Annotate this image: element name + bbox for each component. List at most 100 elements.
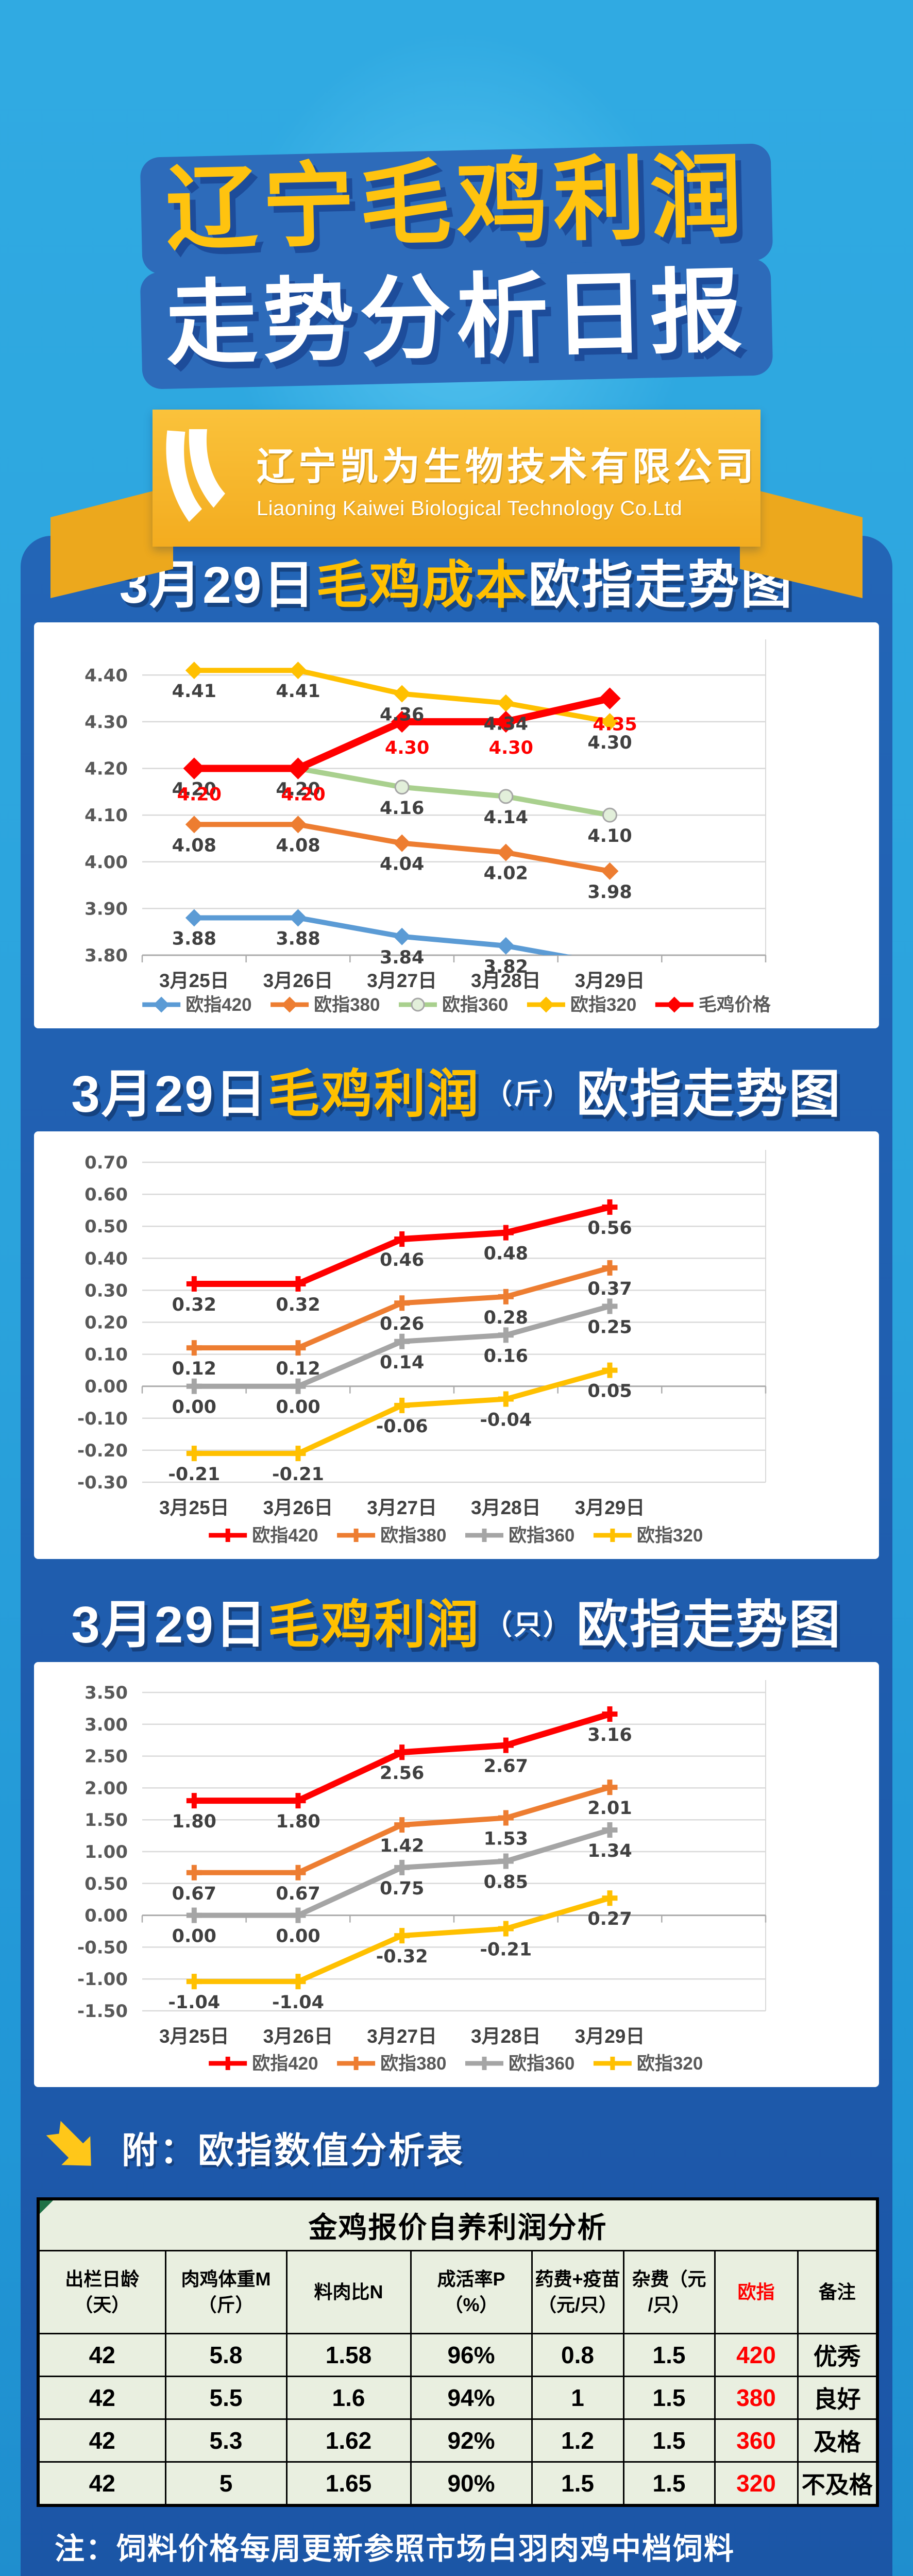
table-header: 药费+疫苗 （元/只） (531, 2250, 624, 2334)
svg-text:2.00: 2.00 (84, 1778, 128, 1799)
svg-text:3.50: 3.50 (84, 1683, 128, 1703)
svg-text:0.16: 0.16 (484, 1346, 528, 1366)
svg-text:3月28日: 3月28日 (471, 970, 541, 991)
svg-text:2.01: 2.01 (587, 1798, 632, 1819)
svg-text:-0.30: -0.30 (77, 1472, 128, 1493)
svg-text:4.30: 4.30 (489, 738, 533, 758)
svg-text:欧指420: 欧指420 (185, 995, 251, 1015)
svg-text:1.80: 1.80 (172, 1811, 216, 1832)
svg-text:4.40: 4.40 (84, 665, 128, 686)
company-name-cn: 辽宁凯为生物技术有限公司 (257, 445, 757, 488)
svg-text:0.27: 0.27 (587, 1909, 632, 1929)
table-cell: 优秀 (797, 2333, 878, 2377)
table-row: 42 5.3 1.62 92% 1.2 1.5 360 及格 (37, 2418, 878, 2463)
svg-text:0.56: 0.56 (587, 1218, 632, 1239)
svg-text:1.00: 1.00 (84, 1842, 128, 1862)
table-row: 42 5.5 1.6 94% 1 1.5 380 良好 (37, 2376, 878, 2420)
svg-text:3月26日: 3月26日 (263, 2026, 333, 2047)
svg-text:4.34: 4.34 (484, 714, 528, 735)
poster-title-line2: 走势分析日报 (140, 258, 773, 390)
svg-text:0.00: 0.00 (84, 1377, 128, 1397)
svg-text:1.50: 1.50 (84, 1810, 128, 1831)
svg-text:0.00: 0.00 (172, 1397, 216, 1418)
svg-text:3.82: 3.82 (484, 957, 528, 977)
heading-part: 3月29日 (71, 1596, 268, 1654)
svg-text:0.46: 0.46 (380, 1250, 424, 1270)
svg-text:0.85: 0.85 (484, 1872, 528, 1893)
svg-text:4.02: 4.02 (484, 863, 528, 884)
svg-text:欧指360: 欧指360 (509, 2054, 574, 2074)
heading-part: （只） (484, 1609, 572, 1640)
table-cell: 42 (37, 2376, 166, 2420)
table-cell: 5.8 (164, 2333, 288, 2377)
svg-text:-0.32: -0.32 (376, 1946, 428, 1967)
table-cell: 420 (714, 2333, 799, 2377)
svg-text:4.08: 4.08 (172, 835, 216, 856)
svg-text:0.70: 0.70 (84, 1153, 128, 1173)
heading-part: 毛鸡利润 (267, 1065, 480, 1123)
table-header: 料肉比N (285, 2250, 412, 2334)
svg-text:1.34: 1.34 (587, 1841, 632, 1861)
svg-text:4.36: 4.36 (380, 705, 424, 725)
svg-text:0.32: 0.32 (172, 1295, 216, 1315)
svg-text:3.98: 3.98 (587, 882, 632, 903)
svg-text:4.20: 4.20 (172, 779, 216, 800)
svg-text:-1.04: -1.04 (168, 1992, 220, 2013)
table-row: 42 5 1.65 90% 1.5 1.5 320 不及格 (37, 2461, 878, 2506)
analysis-table-wrap: 金鸡报价自养利润分析 出栏日龄 （天） 肉鸡体重M （斤） 料肉比N 成活率P （%）药… (37, 2197, 879, 2507)
svg-text:0.50: 0.50 (84, 1216, 128, 1237)
svg-text:0.00: 0.00 (84, 1906, 128, 1926)
table-cell: 5.3 (164, 2418, 288, 2463)
chart1-card: 4.40 4.30 4.20 4.10 4.00 3.90 3.80 3月25日 3月26日 3月… (34, 622, 879, 1028)
svg-text:3.88: 3.88 (172, 929, 216, 950)
svg-text:欧指420: 欧指420 (252, 2054, 318, 2074)
profit-per-jin-line-chart: 0.70 0.60 0.50 0.40 0.30 0.20 0.10 0.00 -0.10 -0.… (77, 1150, 767, 1546)
svg-text:-0.21: -0.21 (168, 1464, 220, 1485)
svg-text:0.60: 0.60 (84, 1184, 128, 1205)
svg-text:4.16: 4.16 (380, 798, 424, 819)
table-cell: 1.65 (285, 2461, 412, 2506)
table-cell: 42 (37, 2418, 166, 2463)
heading-part: 欧指走势图 (576, 1596, 842, 1654)
svg-text:1.42: 1.42 (380, 1836, 424, 1856)
table-cell: 1.5 (622, 2461, 716, 2506)
svg-text:3.90: 3.90 (84, 899, 128, 919)
table-cell: 1.2 (531, 2418, 624, 2463)
annex-title: 附：欧指数值分析表 (122, 2130, 465, 2171)
table-cell: 380 (714, 2376, 799, 2420)
svg-text:4.10: 4.10 (587, 826, 632, 846)
svg-text:-0.21: -0.21 (480, 1940, 532, 1960)
svg-text:欧指380: 欧指380 (314, 995, 380, 1015)
svg-text:1.80: 1.80 (276, 1811, 320, 1832)
table-cell: 42 (37, 2461, 166, 2506)
svg-text:3.16: 3.16 (587, 1725, 632, 1745)
svg-text:0.67: 0.67 (172, 1884, 216, 1904)
svg-text:3月29日: 3月29日 (575, 2026, 645, 2047)
svg-text:0.00: 0.00 (276, 1926, 320, 1947)
svg-text:3.80: 3.80 (84, 945, 128, 966)
svg-text:0.10: 0.10 (84, 1345, 128, 1365)
svg-text:0.30: 0.30 (84, 1280, 128, 1301)
svg-text:3月25日: 3月25日 (159, 970, 229, 991)
company-logo-icon (166, 429, 225, 522)
svg-text:0.14: 0.14 (380, 1352, 424, 1373)
svg-text:0.26: 0.26 (380, 1314, 424, 1334)
table-cell: 不及格 (797, 2461, 878, 2506)
svg-text:3月26日: 3月26日 (263, 1497, 333, 1518)
table-cell: 96% (410, 2333, 533, 2377)
svg-text:4.30: 4.30 (84, 712, 128, 733)
company-banner-body: 辽宁凯为生物技术有限公司 Liaoning Kaiwei Biological … (153, 410, 760, 547)
table-cell: 0.8 (531, 2333, 624, 2377)
svg-text:欧指380: 欧指380 (380, 2054, 446, 2074)
table-cell: 及格 (797, 2418, 878, 2463)
heading-part: 毛鸡利润 (267, 1596, 480, 1654)
svg-text:0.00: 0.00 (172, 1926, 216, 1947)
svg-text:欧指360: 欧指360 (509, 1526, 574, 1546)
svg-text:3月29日: 3月29日 (575, 970, 645, 991)
table-cell: 1.6 (285, 2376, 412, 2420)
svg-text:4.04: 4.04 (380, 854, 424, 875)
svg-text:4.35: 4.35 (593, 715, 637, 735)
svg-text:4.20: 4.20 (177, 785, 222, 805)
svg-text:3月27日: 3月27日 (367, 970, 437, 991)
